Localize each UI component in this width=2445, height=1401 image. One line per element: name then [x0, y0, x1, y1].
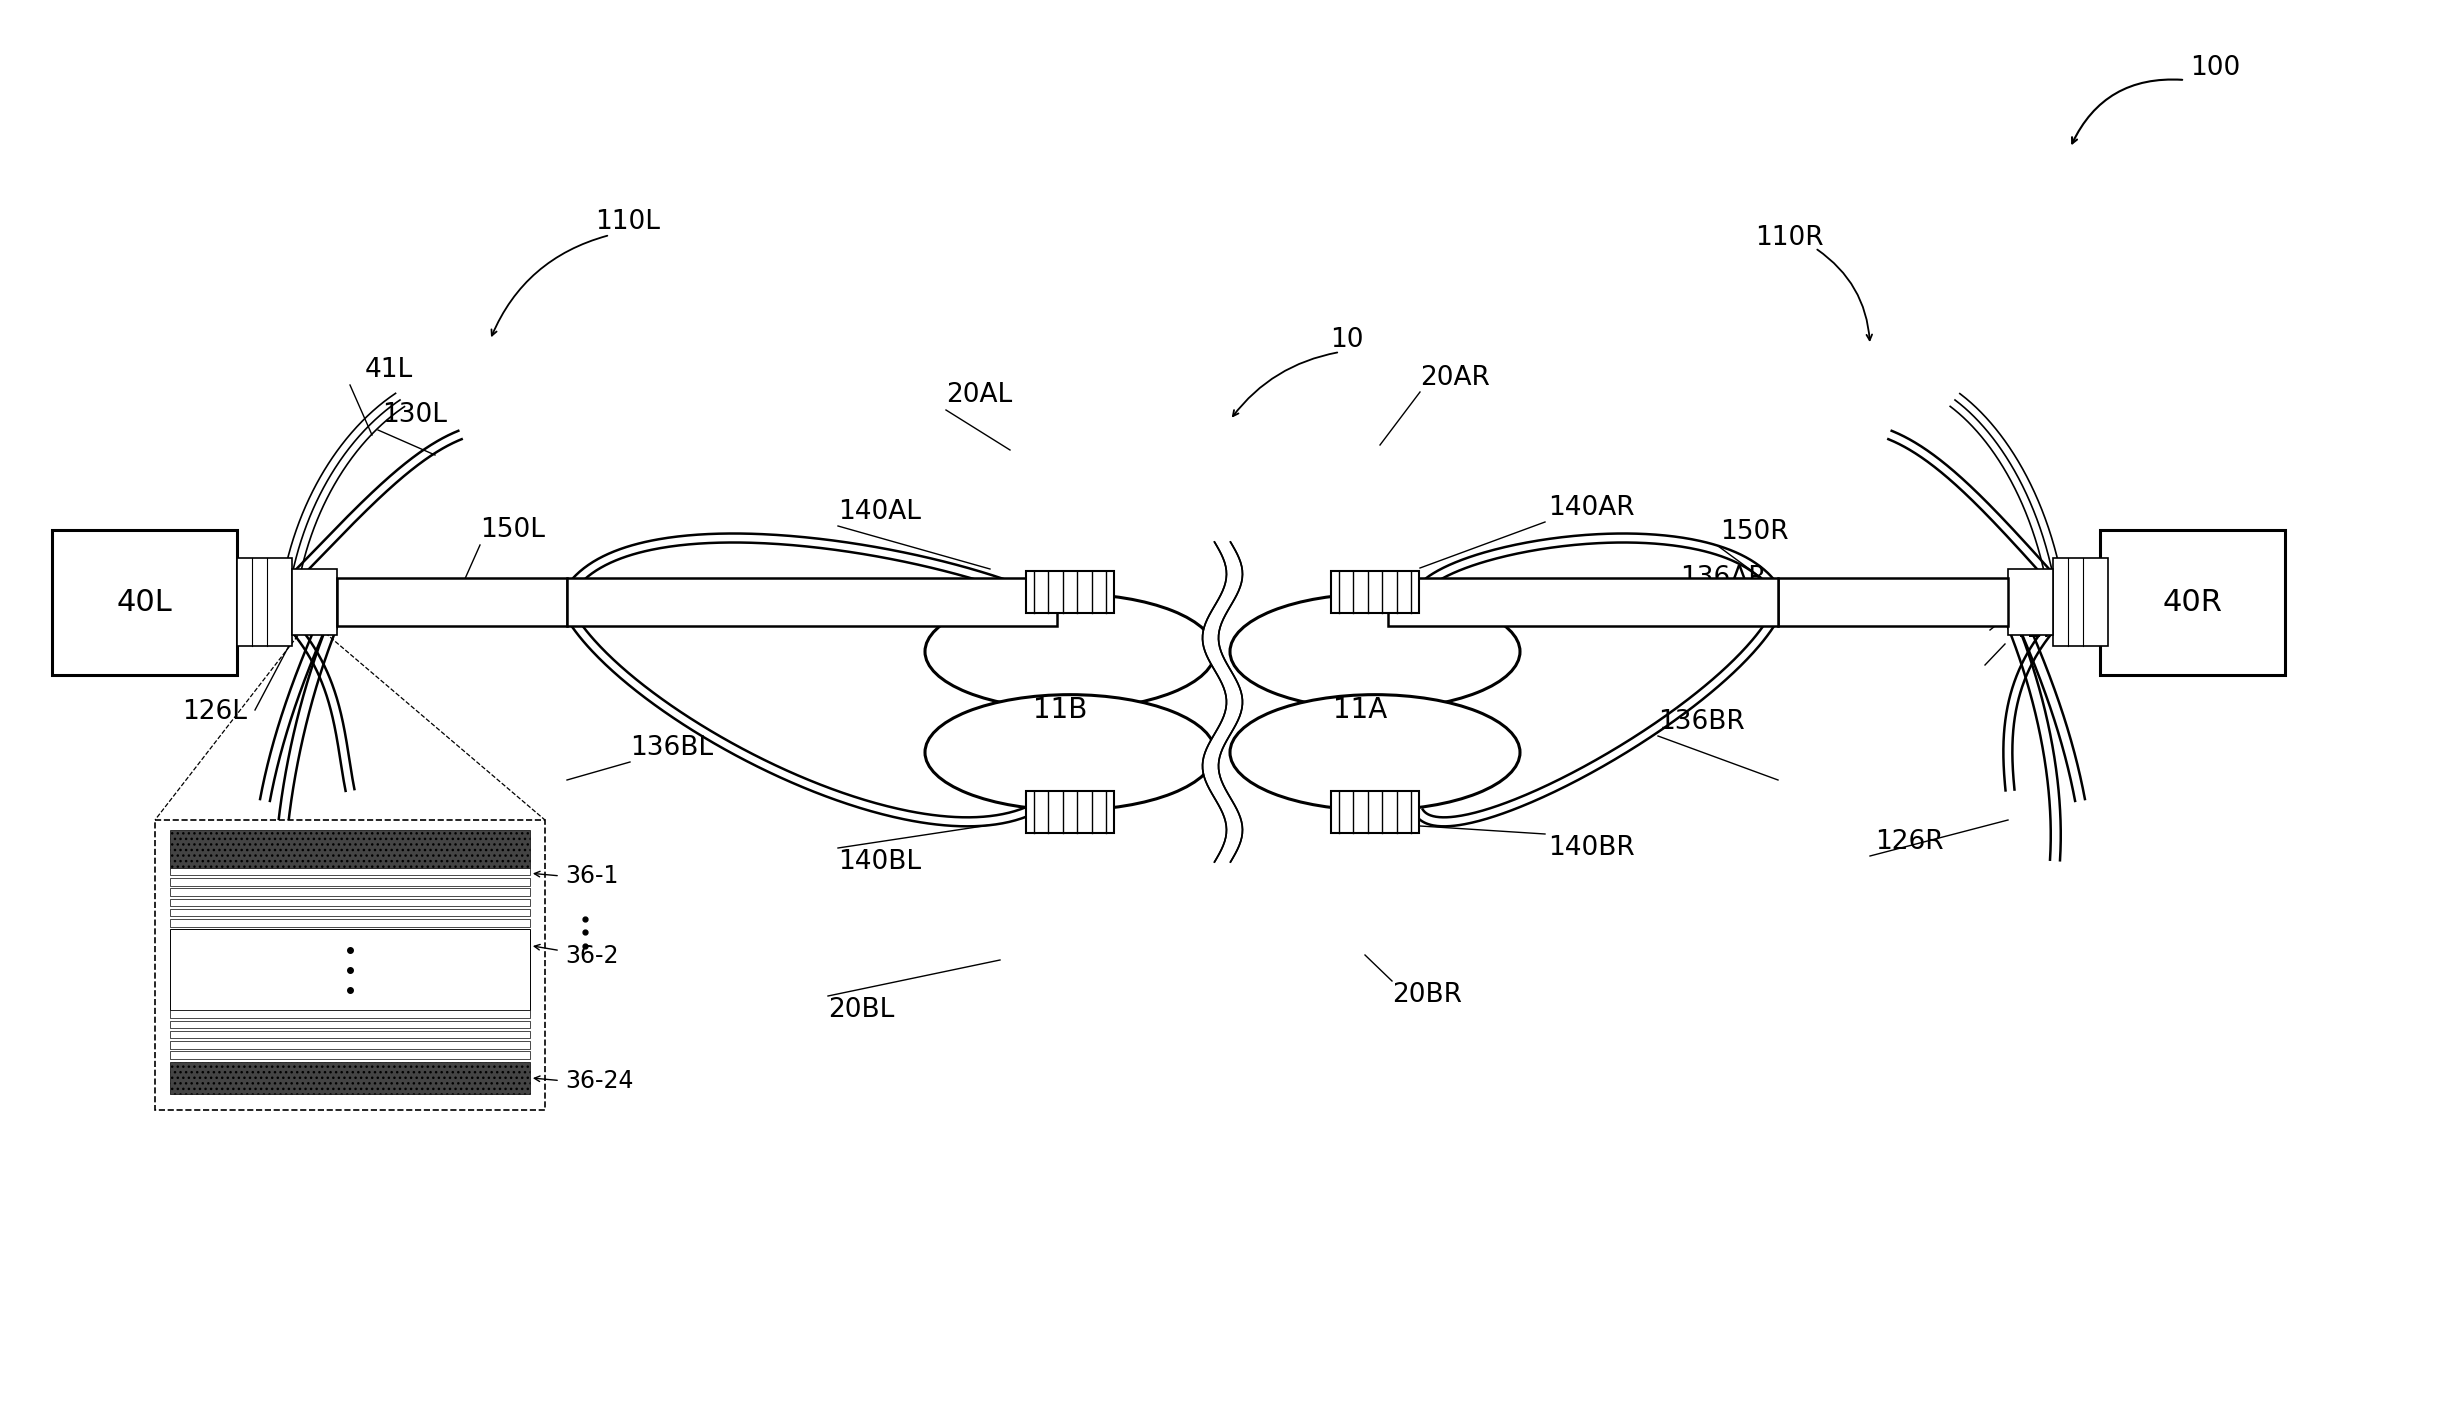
Bar — [2007, 569, 2054, 635]
Text: 136AR: 136AR — [1680, 565, 1768, 591]
Bar — [171, 878, 531, 885]
Bar — [1389, 579, 1778, 626]
Text: 20BL: 20BL — [829, 998, 895, 1023]
Bar — [171, 1041, 531, 1049]
Bar — [154, 820, 545, 1110]
Text: 36-2: 36-2 — [565, 943, 619, 968]
Text: 140AR: 140AR — [1548, 495, 1636, 521]
Bar — [567, 579, 1056, 626]
Text: 126R: 126R — [1875, 829, 1944, 855]
Text: 20AL: 20AL — [946, 382, 1012, 408]
Ellipse shape — [1230, 695, 1521, 810]
Text: 11B: 11B — [1032, 696, 1088, 724]
Bar — [171, 1020, 531, 1028]
Ellipse shape — [924, 695, 1215, 810]
Bar — [171, 1062, 531, 1094]
Text: 110L: 110L — [594, 209, 660, 235]
Text: 110R: 110R — [1756, 226, 1824, 251]
Bar — [2100, 530, 2286, 675]
Bar — [1027, 792, 1115, 834]
Ellipse shape — [1230, 594, 1521, 709]
Text: 140BR: 140BR — [1548, 835, 1636, 862]
Text: 20AR: 20AR — [1421, 366, 1489, 391]
Bar — [237, 558, 291, 646]
Text: 130L: 130L — [381, 402, 447, 427]
Text: 11A: 11A — [1333, 696, 1386, 724]
Text: 136BL: 136BL — [631, 736, 714, 761]
Bar — [2054, 558, 2108, 646]
Bar — [1027, 572, 1115, 614]
Text: 126L: 126L — [181, 699, 247, 724]
Ellipse shape — [924, 594, 1215, 709]
Polygon shape — [1203, 542, 1242, 862]
Text: 140AL: 140AL — [839, 499, 922, 525]
Text: 136AL: 136AL — [562, 579, 645, 605]
Bar — [171, 1010, 531, 1019]
Text: 130R: 130R — [2024, 579, 2093, 605]
Text: 150R: 150R — [1719, 518, 1790, 545]
Text: 40R: 40R — [2161, 588, 2223, 616]
Bar — [171, 1031, 531, 1038]
Bar — [1330, 792, 1418, 834]
Text: 136BR: 136BR — [1658, 709, 1746, 736]
Text: 36-24: 36-24 — [565, 1069, 633, 1093]
Bar — [171, 929, 531, 1010]
Bar — [291, 569, 337, 635]
Bar — [171, 888, 531, 895]
Text: 41R: 41R — [2010, 616, 2061, 643]
Text: 100: 100 — [2191, 55, 2240, 81]
Text: 41L: 41L — [364, 357, 413, 382]
Bar — [171, 867, 531, 876]
Bar — [171, 898, 531, 906]
Bar — [171, 1051, 531, 1059]
Text: 150L: 150L — [479, 517, 545, 544]
Bar — [1330, 572, 1418, 614]
Bar — [337, 579, 567, 626]
Bar — [171, 919, 531, 926]
Text: 40L: 40L — [117, 588, 174, 616]
Text: 20BR: 20BR — [1391, 982, 1462, 1007]
Text: 140BL: 140BL — [839, 849, 922, 876]
Text: 10: 10 — [1330, 326, 1364, 353]
Bar — [51, 530, 237, 675]
Text: 36-1: 36-1 — [565, 864, 619, 888]
Bar — [1778, 579, 2007, 626]
Bar — [171, 909, 531, 916]
Bar — [171, 829, 531, 867]
